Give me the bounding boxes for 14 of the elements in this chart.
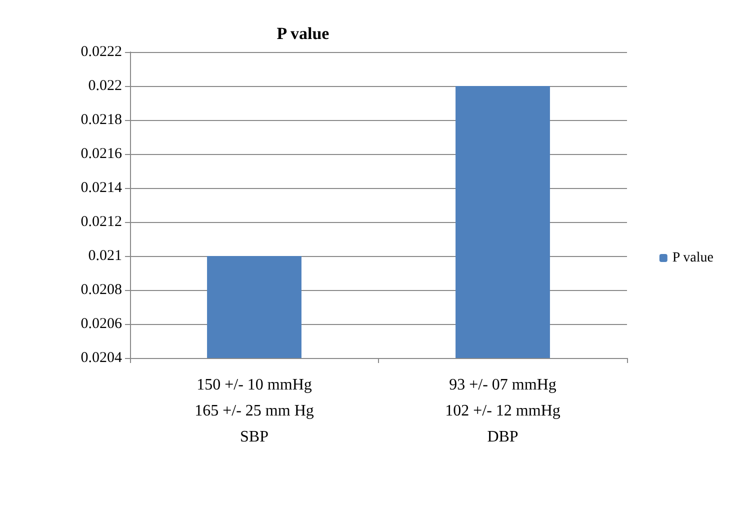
y-tick-label: 0.022 <box>88 78 122 94</box>
y-tick-label: 0.0206 <box>80 316 122 332</box>
y-tick-label: 0.0216 <box>80 146 122 162</box>
y-tick-label: 0.0218 <box>80 112 122 128</box>
x-tick-label: 93 +/- 07 mmHg 102 +/- 12 mmHg DBP <box>445 376 560 446</box>
chart-title: P value <box>276 24 330 43</box>
y-tick-label: 0.0212 <box>80 214 122 230</box>
y-tick-label: 0.021 <box>88 248 122 264</box>
y-tick-label: 0.0222 <box>80 44 122 60</box>
y-tick-label: 0.0208 <box>80 282 122 298</box>
y-tick-label: 0.0214 <box>80 180 122 196</box>
y-tick-label: 0.0204 <box>80 350 122 366</box>
x-tick-label: 150 +/- 10 mmHg 165 +/- 25 mm Hg SBP <box>194 376 314 446</box>
legend-label: P value <box>672 250 714 266</box>
